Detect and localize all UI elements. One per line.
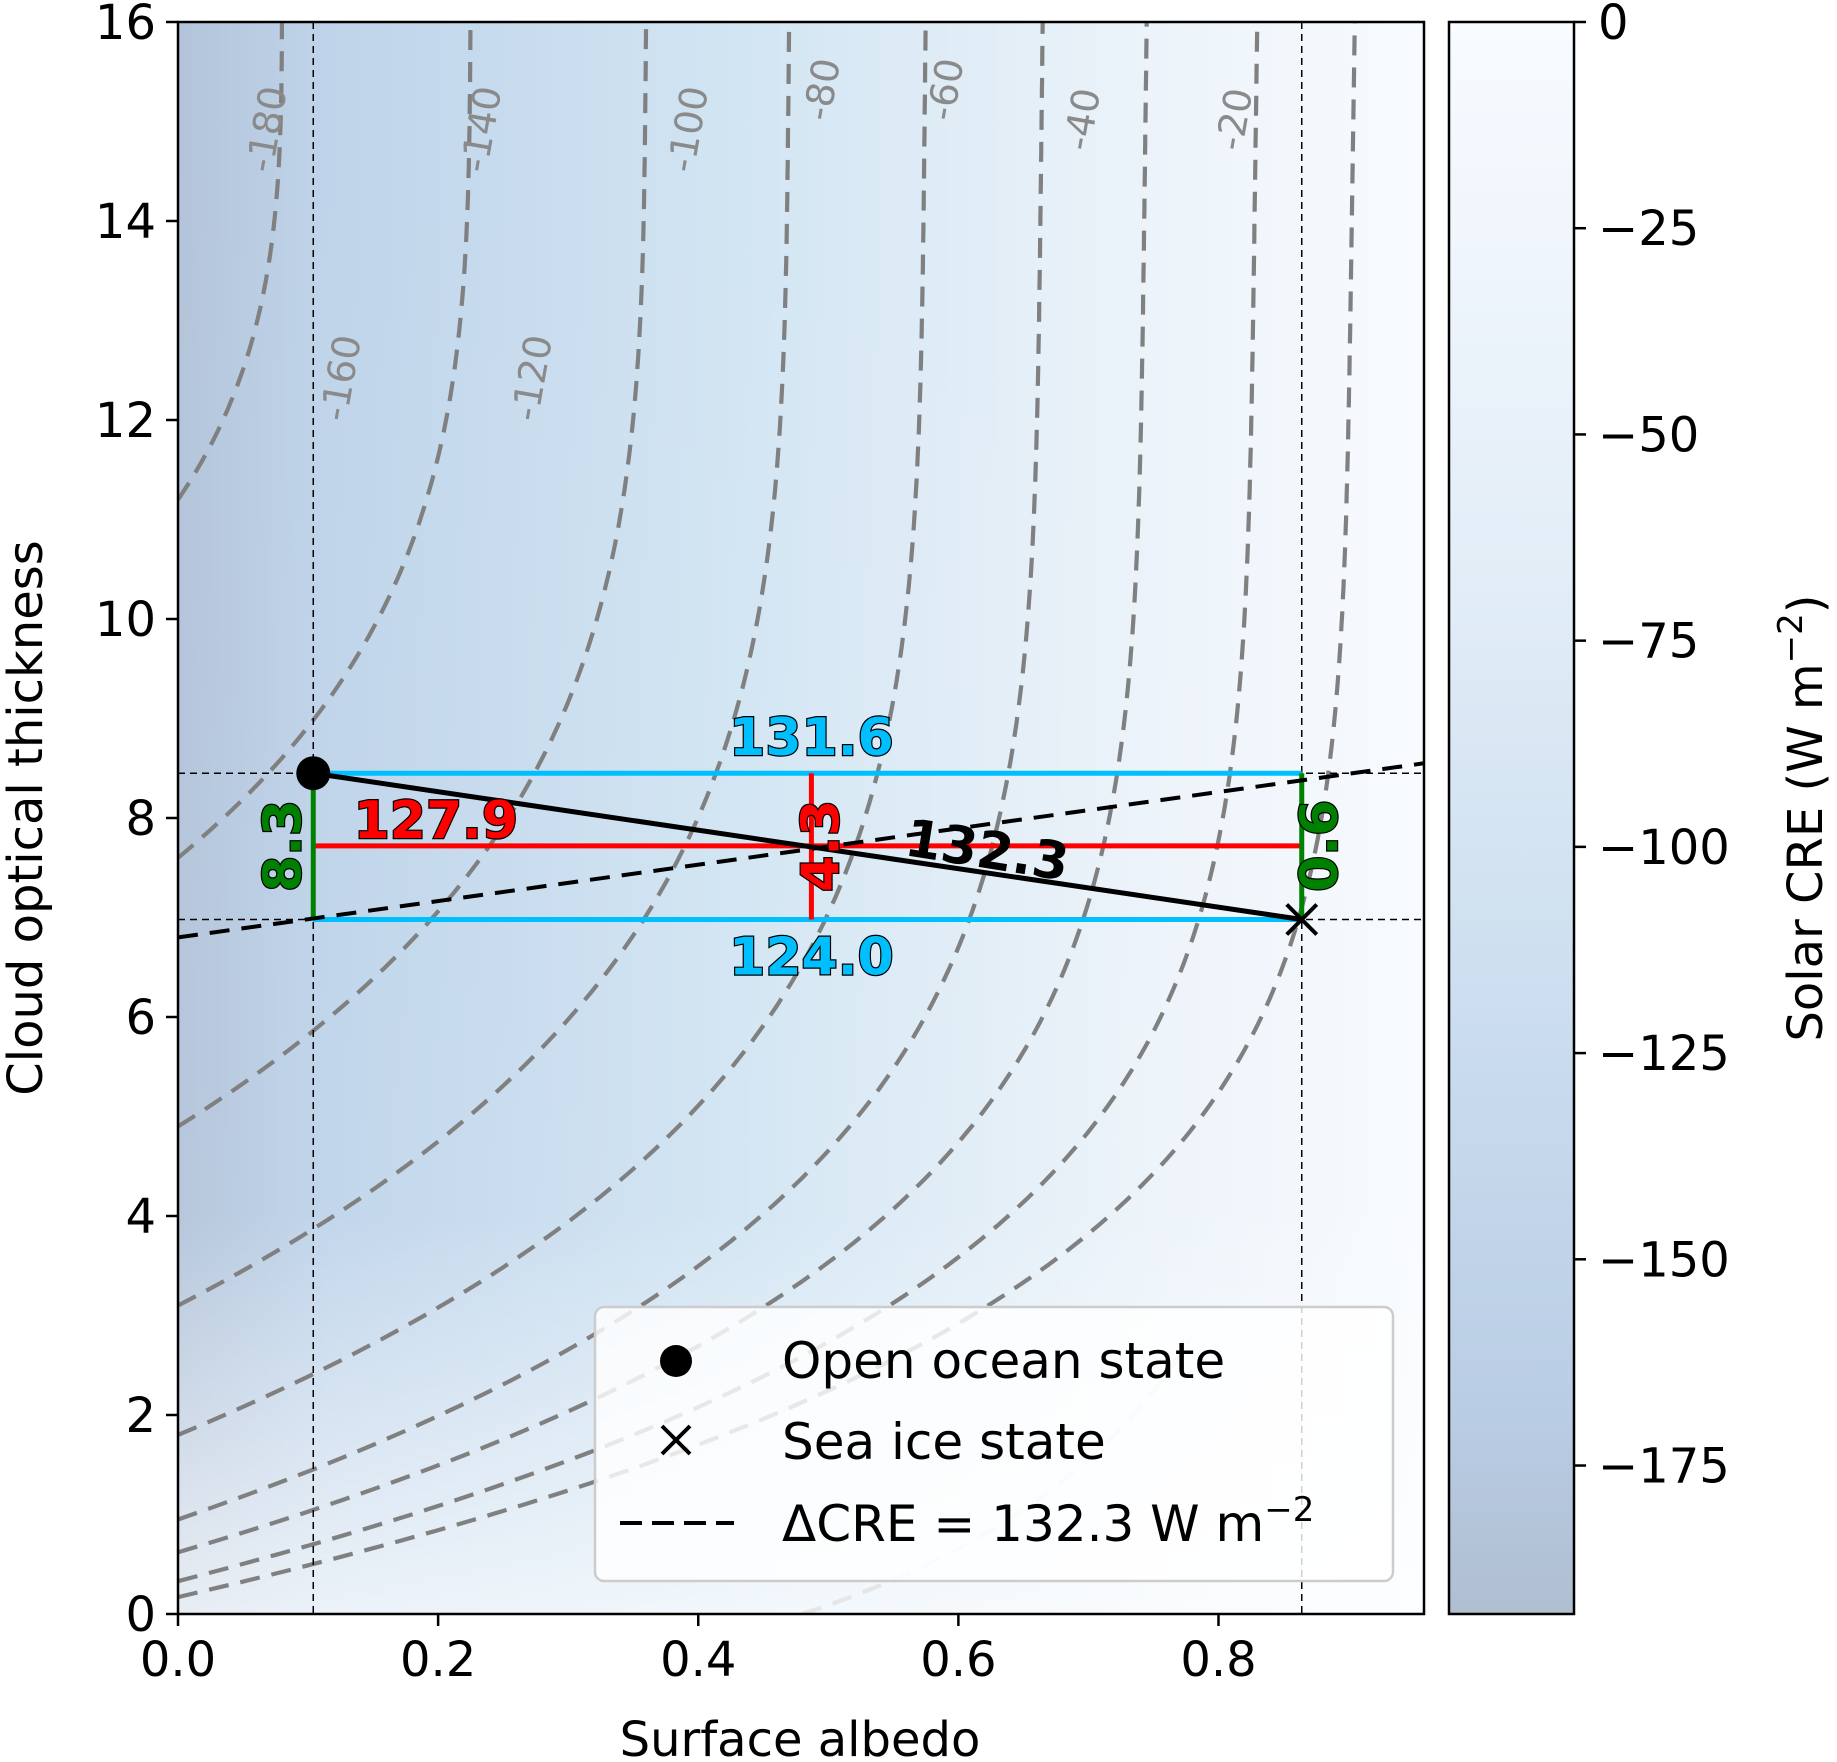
colorbar-label-text: Solar CRE (W m	[1778, 663, 1834, 1041]
x-tick-label: 0.2	[400, 1632, 476, 1688]
x-axis-label: Surface albedo	[620, 1712, 981, 1762]
contour-line	[178, 22, 285, 501]
colorbar-label-exponent: −2	[1771, 613, 1811, 663]
colorbar-tick-label: −75	[1598, 614, 1699, 670]
contour-line	[178, 22, 1045, 1522]
contour-level-label: -40	[1055, 85, 1109, 154]
albedo-top-value: 131.6	[729, 708, 893, 768]
colorbar-label: Solar CRE (W m−2)	[1771, 594, 1834, 1041]
contour-line	[178, 22, 473, 860]
y-tick-label: 2	[125, 1388, 156, 1444]
cloud-right-value: 0.6	[1290, 800, 1350, 892]
y-tick-label: 0	[125, 1587, 156, 1643]
sea-ice-marker-stroke-b	[1285, 903, 1319, 936]
x-tick-label: 0.8	[1180, 1632, 1256, 1688]
y-tick-label: 4	[125, 1189, 156, 1245]
colorbar: 0 −25 −50 −75 −100 −125 −150 −175 Solar CRE (W …	[1447, 0, 1834, 1616]
colorbar-tick-label: 0	[1598, 0, 1629, 51]
contour-line	[178, 22, 928, 1437]
contour-level-label: -20	[1207, 85, 1261, 154]
colorbar-tick-label: −150	[1598, 1232, 1730, 1288]
colorbar-frame	[1447, 20, 1576, 1616]
y-tick-label: 12	[95, 393, 156, 449]
legend: Open ocean state Sea ice state ΔCRE = 13…	[593, 1305, 1395, 1583]
legend-box	[593, 1305, 1395, 1583]
x-tick-label: 0.4	[660, 1632, 736, 1688]
colorbar-tick-label: −25	[1598, 201, 1699, 257]
cloud-left-value: 8.3	[253, 800, 313, 892]
contour-line	[178, 22, 649, 1129]
legend-circle-icon	[660, 1345, 692, 1377]
colorbar-tick-label: −100	[1598, 820, 1730, 876]
legend-label-open-ocean: Open ocean state	[782, 1332, 1225, 1390]
contour-level-label: -80	[795, 55, 849, 124]
colorbar-ticks: 0 −25 −50 −75 −100 −125 −150 −175	[1574, 0, 1730, 1495]
open-ocean-marker	[296, 756, 331, 791]
contour-line	[178, 22, 792, 1308]
legend-label-delta-cre: ΔCRE = 132.3 W m−2	[782, 1490, 1314, 1553]
y-tick-label: 8	[125, 791, 156, 847]
legend-label-delta-cre-exponent: −2	[1264, 1490, 1314, 1530]
y-tick-label: 10	[95, 592, 156, 648]
total-change-line	[312, 770, 1303, 922]
x-axis-ticks: 0.0 0.2 0.4 0.6 0.8	[140, 1614, 1257, 1688]
decomposition-lines	[178, 761, 1424, 940]
colorbar-tick-label: −50	[1598, 407, 1699, 463]
colorbar-tick-label: −125	[1598, 1026, 1730, 1082]
cloud-mid-value: 4.3	[792, 800, 852, 892]
x-tick-label: 0.0	[140, 1632, 216, 1688]
y-tick-label: 16	[95, 0, 156, 51]
y-tick-label: 14	[95, 194, 156, 250]
colorbar-tick-label: −175	[1598, 1439, 1730, 1495]
albedo-bottom-value: 124.0	[729, 927, 893, 987]
contour-line	[178, 22, 1149, 1555]
colorbar-label-close: )	[1778, 594, 1834, 613]
legend-x-icon	[660, 1424, 692, 1456]
albedo-mid-value: 127.9	[354, 791, 518, 851]
legend-label-delta-cre-text: ΔCRE = 132.3 W m	[782, 1495, 1264, 1553]
state-markers	[296, 756, 1319, 936]
y-axis-ticks: 0 2 4 6 8 10 12 14 16	[95, 0, 178, 1643]
y-tick-label: 6	[125, 990, 156, 1046]
colorbar-fill	[1449, 22, 1574, 1614]
legend-label-sea-ice: Sea ice state	[782, 1413, 1106, 1471]
x-tick-label: 0.6	[920, 1632, 996, 1688]
contour-level-label: -60	[919, 55, 973, 124]
delta-cre-dashed-line	[178, 761, 1424, 940]
y-axis-label: Cloud optical thickness	[0, 540, 54, 1096]
